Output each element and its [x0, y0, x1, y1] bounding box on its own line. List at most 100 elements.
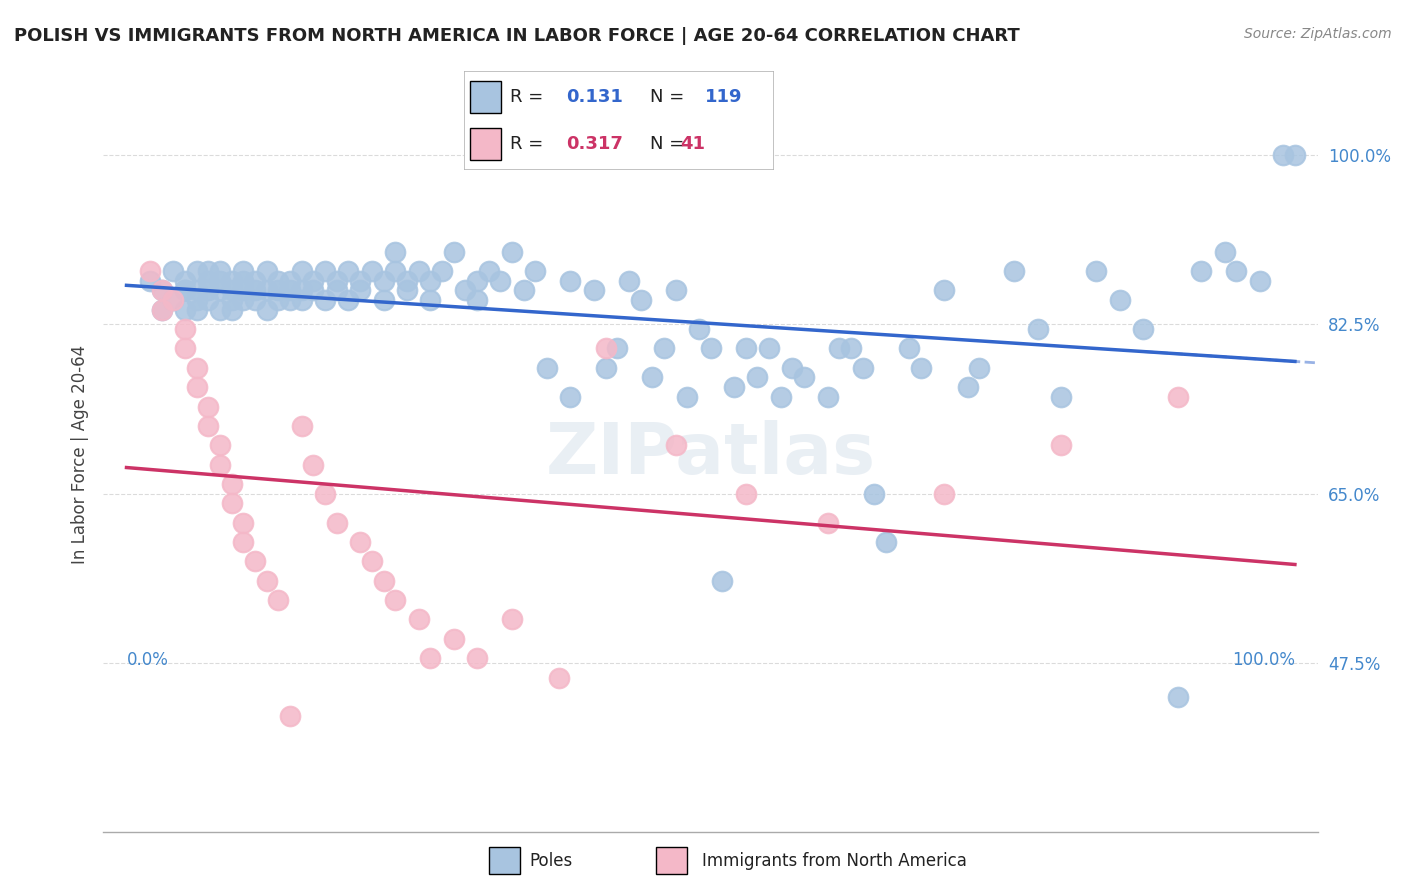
- Point: [465, 293, 488, 307]
- Point: [186, 380, 208, 394]
- Point: [1191, 264, 1213, 278]
- Point: [208, 274, 231, 288]
- Point: [443, 632, 465, 646]
- Point: [1225, 264, 1247, 278]
- Point: [186, 360, 208, 375]
- Point: [186, 293, 208, 307]
- Point: [232, 535, 254, 549]
- Point: [174, 322, 197, 336]
- Point: [197, 418, 219, 433]
- Point: [1284, 148, 1306, 162]
- FancyBboxPatch shape: [470, 81, 501, 112]
- Point: [314, 486, 336, 500]
- Point: [208, 284, 231, 298]
- Point: [769, 390, 792, 404]
- Point: [243, 554, 266, 568]
- Point: [373, 293, 395, 307]
- Point: [373, 274, 395, 288]
- Point: [419, 293, 441, 307]
- Point: [547, 671, 569, 685]
- Point: [723, 380, 745, 394]
- Point: [489, 274, 512, 288]
- Point: [256, 284, 278, 298]
- Point: [186, 284, 208, 298]
- Point: [465, 651, 488, 665]
- Point: [384, 593, 406, 607]
- Point: [139, 274, 162, 288]
- Point: [408, 612, 430, 626]
- Point: [934, 284, 956, 298]
- Text: 0.0%: 0.0%: [127, 651, 169, 669]
- Point: [256, 302, 278, 317]
- Point: [560, 274, 582, 288]
- Point: [278, 274, 301, 288]
- Point: [630, 293, 652, 307]
- Point: [956, 380, 979, 394]
- Point: [267, 274, 290, 288]
- Point: [162, 293, 184, 307]
- Point: [139, 264, 162, 278]
- Point: [828, 342, 851, 356]
- Point: [373, 574, 395, 588]
- Point: [243, 274, 266, 288]
- Point: [221, 274, 243, 288]
- Point: [1108, 293, 1130, 307]
- Point: [384, 244, 406, 259]
- Point: [910, 360, 932, 375]
- Point: [326, 516, 349, 530]
- Point: [817, 390, 839, 404]
- Point: [560, 390, 582, 404]
- Point: [221, 302, 243, 317]
- Point: [863, 486, 886, 500]
- Point: [408, 264, 430, 278]
- Point: [221, 496, 243, 510]
- Point: [1167, 690, 1189, 704]
- Point: [150, 284, 173, 298]
- Point: [852, 360, 875, 375]
- Point: [208, 458, 231, 472]
- Text: Immigrants from North America: Immigrants from North America: [702, 852, 967, 870]
- Point: [501, 244, 523, 259]
- Text: 41: 41: [681, 135, 706, 153]
- Point: [349, 284, 371, 298]
- Point: [302, 284, 325, 298]
- Point: [267, 284, 290, 298]
- Text: N =: N =: [650, 135, 683, 153]
- Point: [501, 612, 523, 626]
- Point: [513, 284, 536, 298]
- Point: [278, 709, 301, 723]
- Point: [174, 284, 197, 298]
- Point: [875, 535, 897, 549]
- Text: 100.0%: 100.0%: [1232, 651, 1295, 669]
- Point: [232, 274, 254, 288]
- Text: 0.317: 0.317: [567, 135, 623, 153]
- Point: [162, 264, 184, 278]
- Text: R =: R =: [510, 88, 544, 106]
- Point: [1132, 322, 1154, 336]
- Point: [1050, 390, 1073, 404]
- Point: [150, 302, 173, 317]
- Point: [186, 264, 208, 278]
- Point: [232, 284, 254, 298]
- Point: [267, 593, 290, 607]
- Point: [384, 264, 406, 278]
- Point: [699, 342, 721, 356]
- Text: R =: R =: [510, 135, 544, 153]
- Point: [150, 284, 173, 298]
- Point: [478, 264, 501, 278]
- Point: [208, 302, 231, 317]
- Point: [221, 293, 243, 307]
- Point: [1272, 148, 1295, 162]
- Point: [243, 284, 266, 298]
- Point: [1026, 322, 1049, 336]
- FancyBboxPatch shape: [657, 847, 686, 874]
- Point: [186, 302, 208, 317]
- Point: [256, 574, 278, 588]
- Point: [291, 284, 314, 298]
- Point: [197, 293, 219, 307]
- Point: [256, 264, 278, 278]
- Point: [747, 370, 769, 384]
- Point: [536, 360, 558, 375]
- Point: [291, 264, 314, 278]
- Point: [430, 264, 453, 278]
